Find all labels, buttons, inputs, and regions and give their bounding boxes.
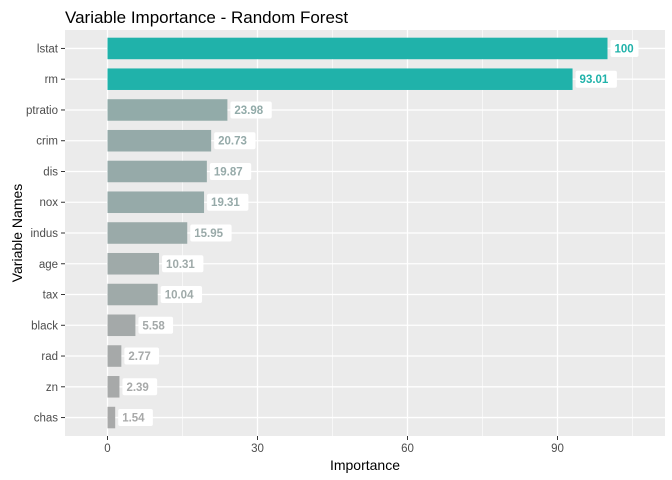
y-tick-label-tax: tax — [43, 290, 59, 302]
label-box-tax — [160, 286, 203, 304]
label-box-ptratio — [230, 101, 272, 119]
y-tick-label-age: age — [39, 259, 58, 271]
label-box-rm — [575, 70, 617, 88]
y-tick-label-ptratio: ptratio — [26, 105, 58, 117]
value-label-chas: 1.54 — [122, 413, 145, 425]
bar-ptratio — [107, 99, 228, 121]
value-label-ptratio: 23.98 — [234, 105, 263, 117]
bar-age — [107, 252, 160, 275]
label-box-nox — [207, 193, 249, 211]
label-box-zn — [122, 378, 158, 396]
label-box-dis — [209, 162, 252, 180]
y-tick-label-lstat: lstat — [37, 43, 59, 55]
x-axis-ticks: 0 30 60 90 — [104, 436, 564, 455]
value-label-zn: 2.39 — [126, 382, 148, 394]
y-tick-label-rad: rad — [41, 351, 58, 363]
y-axis-ticks: lstat rm ptratio crim dis nox indus age tax black… — [26, 43, 65, 425]
value-label-black: 5.58 — [142, 320, 165, 332]
y-tick-label-crim: crim — [36, 136, 58, 148]
value-label-rad: 2.77 — [128, 351, 150, 363]
value-label-crim: 20.73 — [218, 136, 247, 148]
bar-tax — [107, 283, 158, 306]
label-box-indus — [190, 224, 232, 242]
x-tick-label-0: 0 — [104, 443, 110, 455]
bar-rm — [107, 68, 573, 90]
bar-chas — [107, 406, 116, 429]
bar-dis — [107, 160, 207, 183]
bar-black — [107, 314, 136, 337]
y-tick-label-rm: rm — [45, 74, 58, 86]
value-label-dis: 19.87 — [214, 166, 243, 178]
x-tick-label-60: 60 — [401, 443, 414, 455]
y-axis-title: Variable Names — [9, 184, 25, 283]
bar-crim — [107, 129, 212, 152]
value-label-lstat: 100 — [615, 43, 634, 55]
x-tick-label-90: 90 — [551, 443, 564, 455]
bar-zn — [107, 376, 120, 398]
value-label-indus: 15.95 — [194, 228, 223, 240]
bars — [107, 37, 608, 429]
y-tick-label-nox: nox — [39, 197, 58, 209]
value-label-age: 10.31 — [166, 259, 195, 271]
data-labels: 100 93.01 23.98 20.73 19.87 19.31 15.95 10.31 10… — [118, 39, 639, 427]
chart-title: Variable Importance - Random Forest — [65, 8, 348, 27]
bar-lstat — [107, 37, 608, 60]
y-tick-label-indus: indus — [31, 228, 59, 240]
label-box-chas — [118, 409, 153, 427]
bar-nox — [107, 191, 205, 214]
label-box-rad — [124, 347, 160, 365]
y-tick-label-black: black — [31, 320, 58, 332]
value-label-nox: 19.31 — [211, 197, 240, 209]
label-box-lstat — [610, 39, 639, 57]
y-tick-label-zn: zn — [46, 382, 58, 394]
bar-rad — [107, 345, 122, 367]
label-box-crim — [214, 132, 256, 150]
bar-indus — [107, 222, 188, 244]
value-label-tax: 10.04 — [165, 290, 194, 302]
label-box-black — [138, 316, 174, 334]
value-label-rm: 93.01 — [580, 74, 609, 86]
label-box-age — [162, 255, 204, 273]
x-tick-label-30: 30 — [251, 443, 264, 455]
y-tick-label-dis: dis — [43, 166, 58, 178]
y-tick-label-chas: chas — [34, 413, 59, 425]
x-axis-title: Importance — [330, 457, 400, 473]
